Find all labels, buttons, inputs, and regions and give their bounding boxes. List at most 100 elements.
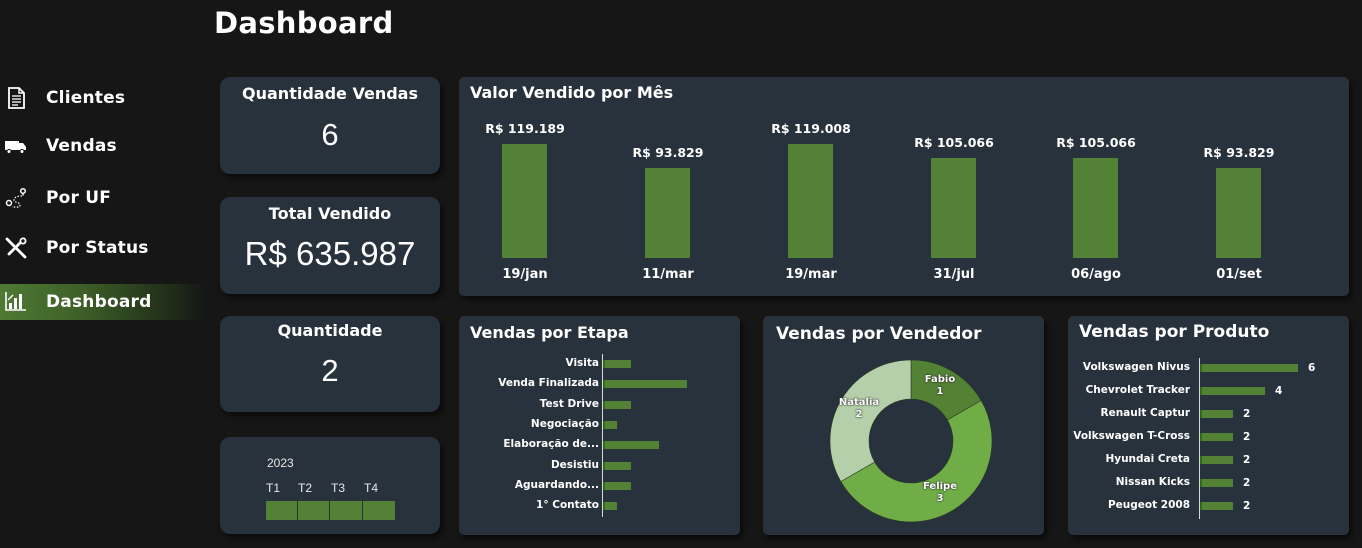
- donut-label-natalia: Natalia 2: [837, 397, 881, 421]
- produto-label: Hyundai Creta: [1105, 453, 1190, 465]
- chart-title: Vendas por Vendedor: [776, 324, 982, 344]
- month-bar[interactable]: [1216, 168, 1261, 258]
- produto-bar-value: 6: [1308, 362, 1316, 374]
- produto-label: Peugeot 2008: [1107, 499, 1190, 511]
- produto-bar[interactable]: [1200, 479, 1233, 487]
- produto-bar-value: 2: [1243, 477, 1251, 489]
- produto-label: Renault Captur: [1100, 407, 1191, 419]
- month-bar[interactable]: [502, 144, 547, 258]
- month-bar-value: R$ 93.829: [1203, 145, 1275, 160]
- month-bar[interactable]: [931, 158, 976, 258]
- sidebar-item-por-status[interactable]: Por Status: [0, 230, 205, 266]
- produto-bar[interactable]: [1200, 456, 1233, 464]
- etapa-label: Test Drive: [539, 397, 599, 410]
- month-bar[interactable]: [1073, 158, 1118, 258]
- produto-label: Volkswagen T-Cross: [1073, 430, 1190, 442]
- etapa-row: Venda Finalizada: [459, 376, 599, 394]
- kpi-value: R$ 635.987: [244, 235, 416, 272]
- donut-slice-felipe[interactable]: [840, 400, 993, 523]
- etapa-bar[interactable]: [603, 461, 631, 470]
- produto-label: Chevrolet Tracker: [1085, 384, 1190, 396]
- etapa-row: Desistiu: [459, 458, 599, 476]
- donut-slice-natalia[interactable]: [829, 359, 912, 482]
- etapa-label: Venda Finalizada: [498, 377, 599, 390]
- sidebar-item-vendas[interactable]: Vendas: [0, 128, 205, 164]
- etapa-bar[interactable]: [603, 502, 617, 511]
- produto-bar-value: 2: [1243, 431, 1251, 443]
- donut-label-value: 1: [936, 386, 944, 397]
- month-bar-label: 31/jul: [933, 267, 975, 282]
- etapa-bar[interactable]: [603, 420, 617, 429]
- kpi-title: Total Vendido: [268, 204, 392, 223]
- kpi-total-vendido: Total Vendido R$ 635.987: [220, 197, 440, 294]
- etapa-bar[interactable]: [603, 360, 631, 368]
- month-bar-value: R$ 119.008: [771, 121, 851, 136]
- month-bar-group: R$ 93.829 11/mar: [618, 77, 718, 296]
- timeline-quarter-t3[interactable]: [330, 501, 362, 520]
- timeline-quarter-t1[interactable]: [266, 501, 297, 520]
- donut-label-fabio: Fabio 1: [920, 374, 960, 398]
- etapa-label: Elaboração de...: [503, 438, 599, 451]
- month-bar-value: R$ 105.066: [914, 135, 994, 150]
- truck-icon: [5, 141, 26, 154]
- chart-vendas-por-etapa: Vendas por Etapa Visita Venda Finalizada T…: [459, 316, 740, 535]
- produto-bar[interactable]: [1200, 433, 1233, 441]
- produto-row: Volkswagen Nivus: [1068, 360, 1190, 378]
- chart-vendas-por-vendedor: Vendas por Vendedor Fabio 1 Felipe 3 Nat…: [763, 316, 1044, 535]
- etapa-bar[interactable]: [603, 481, 631, 490]
- produto-bar[interactable]: [1200, 502, 1233, 510]
- produto-bar[interactable]: [1200, 387, 1265, 395]
- sidebar-item-label: Vendas: [46, 136, 117, 156]
- sidebar-item-dashboard[interactable]: Dashboard: [0, 284, 205, 320]
- etapa-label: 1° Contato: [536, 499, 599, 512]
- etapa-bar[interactable]: [603, 400, 631, 409]
- timeline-quarter-t4[interactable]: [363, 501, 395, 520]
- produto-bar-value: 2: [1243, 408, 1251, 420]
- donut-label-name: Fabio: [924, 374, 956, 385]
- chart-axis: [602, 354, 603, 517]
- timeline-quarter-t2[interactable]: [298, 501, 329, 520]
- timeline-quarter-label: T4: [364, 481, 379, 495]
- produto-bar-value: 2: [1243, 500, 1251, 512]
- produto-bar[interactable]: [1200, 410, 1233, 418]
- etapa-label: Negociação: [530, 417, 599, 430]
- etapa-row: Negociação: [459, 417, 599, 435]
- month-bar-group: R$ 105.066 06/ago: [1046, 77, 1146, 296]
- chart-vendas-por-produto: Vendas por Produto Volkswagen Nivus 6 Chev…: [1068, 316, 1349, 535]
- route-pin-icon: [5, 187, 27, 208]
- etapa-bar[interactable]: [603, 380, 687, 389]
- produto-row: Renault Captur: [1068, 406, 1191, 424]
- produto-row: Nissan Kicks: [1068, 475, 1190, 493]
- produto-row: Volkswagen T-Cross: [1068, 429, 1190, 447]
- produto-bar-value: 2: [1243, 454, 1251, 466]
- etapa-label: Desistiu: [550, 458, 599, 471]
- donut-label-value: 2: [855, 409, 863, 420]
- month-bar-group: R$ 119.189 19/jan: [475, 77, 575, 296]
- sidebar-item-por-uf[interactable]: Por UF: [0, 180, 205, 216]
- chart-valor-vendido-por-mes: Valor Vendido por Mês R$ 119.189 19/jan R$…: [459, 77, 1349, 296]
- timeline-quarter-label: T2: [298, 481, 313, 495]
- etapa-row: Visita: [459, 356, 600, 374]
- etapa-bar[interactable]: [603, 441, 659, 450]
- produto-row: Peugeot 2008: [1068, 498, 1190, 516]
- month-bar[interactable]: [645, 168, 690, 258]
- sidebar-item-label: Clientes: [46, 88, 126, 108]
- produto-bar[interactable]: [1200, 364, 1298, 372]
- produto-row: Chevrolet Tracker: [1068, 383, 1190, 401]
- month-bar-label: 19/mar: [785, 267, 837, 282]
- etapa-label: Aguardando...: [514, 478, 599, 491]
- chart-axis: [1199, 358, 1200, 519]
- chart-title: Vendas por Produto: [1079, 322, 1270, 342]
- month-bar-label: 06/ago: [1071, 267, 1121, 282]
- kpi-title: Quantidade Vendas: [242, 84, 418, 103]
- etapa-row: Aguardando...: [459, 478, 599, 496]
- donut-label-name: Felipe: [922, 481, 957, 492]
- month-bar[interactable]: [788, 144, 833, 258]
- sidebar-item-clientes[interactable]: Clientes: [0, 80, 205, 116]
- timeline-quarter-label: T3: [331, 481, 346, 495]
- bar-chart-icon: [5, 292, 26, 311]
- page-title: Dashboard: [214, 6, 394, 40]
- kpi-quantidade: Quantidade 2: [220, 316, 440, 412]
- month-bar-label: 11/mar: [642, 267, 694, 282]
- kpi-title: Quantidade: [277, 321, 383, 340]
